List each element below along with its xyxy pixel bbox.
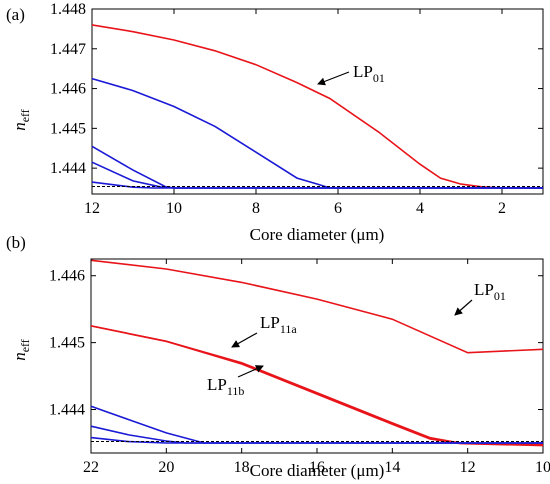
series-group-a (91, 24, 543, 189)
y-tick-label-b-1.446: 1.446 (49, 268, 85, 285)
annotation-lp01-b: LP01 (474, 280, 506, 303)
x-tick-label-b-16: 16 (309, 459, 325, 476)
ticks-b: 22 20 18 16 14 12 10 1.444 1.445 1.446 (49, 259, 550, 476)
series-group-b (90, 259, 544, 447)
x-axis-label-b: Core diameter (μm) (250, 461, 385, 480)
x-tick-label-b-12: 12 (460, 459, 476, 476)
arrow-lp01-a (317, 71, 350, 86)
y-tick-label-a-1.446: 1.446 (50, 81, 86, 98)
panel-b: (b) 22 20 18 16 14 12 10 1.444 1.445 1.446 Core d… (6, 233, 550, 480)
x-tick-label-a-4: 4 (416, 200, 424, 217)
series-line-a-lp01 (91, 24, 543, 189)
plot-frame-a (91, 8, 544, 195)
arrow-lp11b-b (237, 365, 264, 378)
y-tick-label-a-1.444: 1.444 (50, 160, 86, 177)
x-axis-label-a: Core diameter (μm) (250, 225, 385, 244)
series-line-b-lp11a (90, 325, 544, 446)
x-tick-label-a-8: 8 (252, 200, 260, 217)
arrow-lp11a-b (231, 332, 258, 348)
series-line-a-mode-1 (91, 77, 543, 189)
x-tick-label-b-20: 20 (158, 459, 174, 476)
y-axis-label-b: neff (10, 339, 32, 361)
x-tick-label-a-6: 6 (334, 200, 342, 217)
series-line-b-mode-3 (90, 405, 543, 444)
x-tick-label-b-14: 14 (384, 459, 400, 476)
x-tick-label-a-2: 2 (498, 200, 506, 217)
x-tick-label-a-12: 12 (84, 200, 100, 217)
panel-label-b: (b) (6, 233, 26, 252)
panel-a: (a) 12 10 8 6 4 2 1.444 1.445 1.446 1.447 1.448 Co… (6, 1, 544, 244)
series-line-a-mode-2 (91, 145, 543, 189)
arrow-lp01-b (454, 299, 473, 316)
y-tick-label-b-1.444: 1.444 (49, 402, 85, 419)
ticks-a: 12 10 8 6 4 2 1.444 1.445 1.446 1.447 1.448 (50, 1, 543, 217)
series-line-b-mode-5 (90, 436, 543, 444)
series-line-b-lp01 (90, 259, 544, 354)
series-line-b-lp11b (90, 325, 544, 447)
y-axis-label-a: neff (10, 109, 32, 131)
y-tick-label-a-1.448: 1.448 (50, 1, 86, 18)
annotation-lp01-a: LP01 (353, 62, 385, 85)
x-tick-label-b-10: 10 (535, 459, 550, 476)
y-tick-label-a-1.445: 1.445 (50, 120, 86, 137)
x-tick-label-a-10: 10 (166, 200, 182, 217)
annotation-lp11b-b: LP11b (207, 375, 244, 398)
panel-label-a: (a) (6, 5, 25, 24)
x-tick-label-b-18: 18 (234, 459, 250, 476)
y-tick-label-b-1.445: 1.445 (49, 335, 85, 352)
annotation-lp11a-b: LP11a (260, 313, 297, 336)
y-tick-label-a-1.447: 1.447 (50, 41, 86, 58)
x-tick-label-b-22: 22 (83, 459, 99, 476)
series-line-a-mode-4 (91, 181, 543, 189)
series-line-b-mode-4 (90, 425, 543, 444)
